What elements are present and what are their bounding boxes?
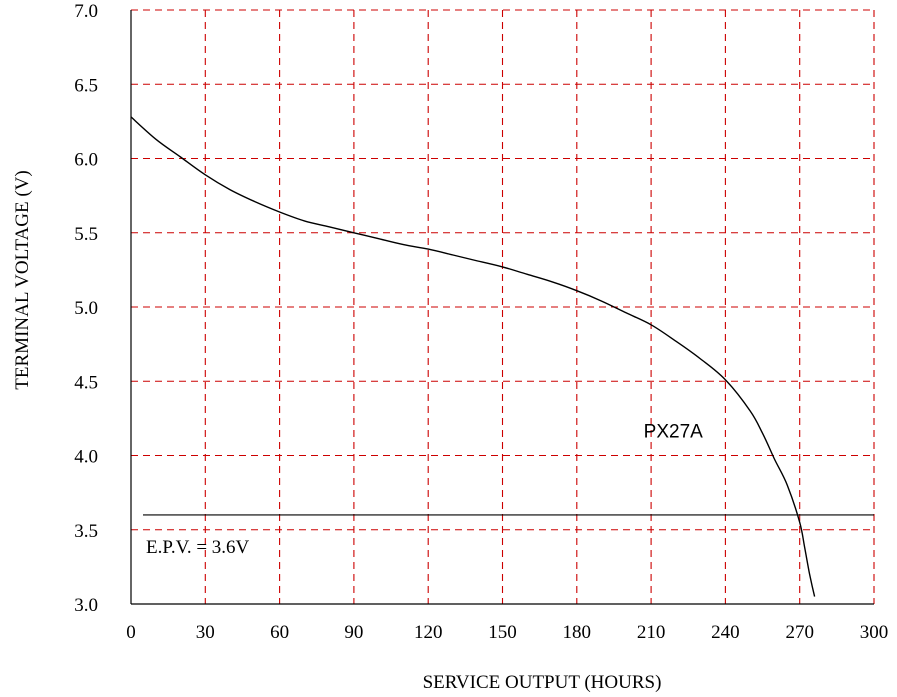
y-tick-labels: 3.0 3.5 4.0 4.5 5.0 5.5 6.0 6.5 7.0 [74,1,98,616]
y-axis-title: TERMINAL VOLTAGE (V) [12,170,33,389]
x-tick-labels: 0 30 60 90 120 150 180 210 240 270 300 [126,622,888,643]
x-tick-label: 240 [711,622,740,643]
x-tick-label: 90 [344,622,363,643]
y-tick-label: 7.0 [74,1,98,22]
y-tick-label: 4.5 [74,372,98,393]
y-tick-label: 4.0 [74,447,98,468]
x-axis-title: SERVICE OUTPUT (HOURS) [423,672,662,693]
y-tick-label: 5.5 [74,224,98,245]
y-tick-label: 6.5 [74,75,98,96]
axes [130,10,874,605]
x-tick-label: 210 [637,622,666,643]
x-tick-label: 300 [860,622,889,643]
x-tick-label: 0 [126,622,136,643]
reference-lines: E.P.V. = 3.6V [143,514,874,558]
y-tick-label: 3.0 [74,595,98,616]
series-line-px27a [130,116,816,597]
y-tick-label: 3.5 [74,521,98,542]
y-tick-label: 6.0 [74,150,98,171]
x-tick-label: 180 [563,622,592,643]
y-tick-label: 5.0 [74,298,98,319]
series [130,116,816,597]
x-tick-label: 60 [270,622,289,643]
x-tick-label: 270 [785,622,814,643]
x-tick-label: 120 [414,622,443,643]
x-tick-label: 150 [488,622,517,643]
series-annotation-label: PX27A [644,422,703,443]
grid [131,9,875,604]
x-tick-label: 30 [196,622,215,643]
epv-label: E.P.V. = 3.6V [146,537,250,558]
annotations: PX27A [644,422,703,443]
